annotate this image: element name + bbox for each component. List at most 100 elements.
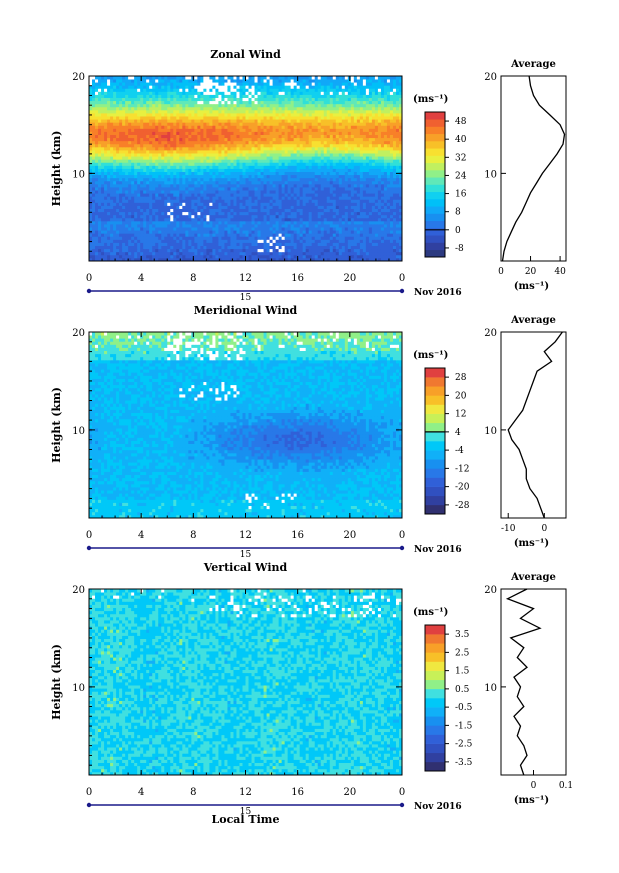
x-tick-label: 16 xyxy=(291,530,304,541)
date-label: Nov 2016 xyxy=(414,288,462,298)
x-tick-label: 0 xyxy=(86,273,92,284)
colorbar-swatch xyxy=(425,478,445,487)
profile-y-tick-label: 20 xyxy=(484,328,497,339)
colorbar-swatch xyxy=(425,163,445,171)
day-bar-end xyxy=(400,803,404,807)
y-axis-label: Height (km) xyxy=(50,387,63,463)
colorbar-tick-label: 3.5 xyxy=(455,630,470,640)
x-tick-label: 0 xyxy=(399,273,405,284)
profile-frame xyxy=(501,332,566,518)
day-label: 15 xyxy=(240,293,252,303)
colorbar-swatch xyxy=(425,192,445,200)
y-tick-label: 10 xyxy=(72,169,85,180)
panel-1: Meridional Wind 0 4 8 12 16 20 0 10 20 Height (km)… xyxy=(50,304,566,560)
colorbar-tick-label: 48 xyxy=(455,117,467,127)
panel-title: Vertical Wind xyxy=(203,561,288,574)
colorbar-tick-label: 0 xyxy=(455,226,461,236)
x-tick-label: 0 xyxy=(399,787,405,798)
panel-title: Zonal Wind xyxy=(210,48,281,61)
y-axis-label: Height (km) xyxy=(50,644,63,720)
colorbar-tick-label: -2.5 xyxy=(455,740,473,750)
wind-figure: Zonal Wind0 4 8 12 16 20 01020Height (km)15 Nov… xyxy=(0,0,619,873)
day-bar-end xyxy=(400,289,404,293)
x-tick-label: 12 xyxy=(239,787,252,798)
colorbar-tick-label: 16 xyxy=(455,190,467,200)
y-axis-label: Height (km) xyxy=(50,131,63,207)
colorbar-swatch xyxy=(425,662,445,671)
colorbar-tick-label: 4 xyxy=(455,428,461,438)
colorbar-swatch xyxy=(425,643,445,652)
colorbar-swatch xyxy=(425,505,445,514)
colorbar-swatch xyxy=(425,119,445,127)
profile-y-tick-label: 20 xyxy=(484,72,497,83)
x-tick-label: 0 xyxy=(86,530,92,541)
x-tick-label: 16 xyxy=(291,787,304,798)
colorbar-swatch xyxy=(425,671,445,680)
colorbar-tick-label: -1.5 xyxy=(455,721,473,731)
colorbar-swatch xyxy=(425,148,445,156)
x-tick-label: 0 xyxy=(399,530,405,541)
colorbar-swatch xyxy=(425,141,445,149)
colorbar-swatch xyxy=(425,450,445,459)
profile-x-tick-label: 20 xyxy=(525,267,537,277)
profile-x-label: (ms⁻¹) xyxy=(514,795,549,806)
day-bar-start xyxy=(87,803,91,807)
y-tick-label: 20 xyxy=(72,72,85,83)
colorbar-swatch xyxy=(425,221,445,229)
y-tick-label: 20 xyxy=(72,328,85,339)
colorbar-tick-label: 32 xyxy=(455,153,466,163)
colorbar-swatch xyxy=(425,762,445,771)
x-tick-label: 8 xyxy=(190,787,196,798)
day-bar-end xyxy=(400,546,404,550)
x-tick-label: 4 xyxy=(138,787,144,798)
heatmap-field xyxy=(89,589,402,775)
profile-y-tick-label: 10 xyxy=(484,426,497,437)
colorbar-swatch xyxy=(425,127,445,135)
colorbar-swatch xyxy=(425,368,445,377)
colorbar-swatch xyxy=(425,487,445,496)
colorbar-tick-label: 28 xyxy=(455,373,467,383)
x-tick-label: 16 xyxy=(291,273,304,284)
colorbar-swatch xyxy=(425,725,445,734)
colorbar-tick-label: 2.5 xyxy=(455,648,470,658)
colorbar-swatch xyxy=(425,199,445,207)
colorbar-unit: (ms⁻¹) xyxy=(413,94,448,105)
colorbar-swatch xyxy=(425,744,445,753)
x-tick-label: 20 xyxy=(343,530,356,541)
profile-title: Average xyxy=(510,572,556,583)
x-tick-label: 4 xyxy=(138,273,144,284)
x-tick-label: 12 xyxy=(239,273,252,284)
profile-y-tick-label: 20 xyxy=(484,585,497,596)
colorbar-unit: (ms⁻¹) xyxy=(413,350,448,361)
colorbar-tick-label: -20 xyxy=(455,483,470,493)
colorbar-swatch xyxy=(425,441,445,450)
colorbar-swatch xyxy=(425,177,445,185)
date-label: Nov 2016 xyxy=(414,802,462,812)
colorbar-swatch xyxy=(425,689,445,698)
colorbar-swatch xyxy=(425,414,445,423)
x-tick-label: 4 xyxy=(138,530,144,541)
colorbar-tick-label: 12 xyxy=(455,410,466,420)
colorbar-swatch xyxy=(425,243,445,251)
colorbar-swatch xyxy=(425,680,445,689)
profile-y-tick-label: 10 xyxy=(484,169,497,180)
colorbar-swatch xyxy=(425,459,445,468)
colorbar-swatch xyxy=(425,185,445,193)
colorbar-swatch xyxy=(425,625,445,634)
colorbar-tick-label: -0.5 xyxy=(455,703,473,713)
x-tick-label: 20 xyxy=(343,273,356,284)
x-tick-label: 8 xyxy=(190,530,196,541)
colorbar-swatch xyxy=(425,395,445,404)
heatmap-field xyxy=(89,332,402,518)
profile-x-tick-label: 0 xyxy=(531,781,537,791)
colorbar-swatch xyxy=(425,250,445,258)
colorbar-swatch xyxy=(425,468,445,477)
panel-title: Meridional Wind xyxy=(194,304,298,317)
colorbar-tick-label: -12 xyxy=(455,464,470,474)
colorbar-tick-label: 40 xyxy=(455,135,467,145)
x-tick-label: 20 xyxy=(343,787,356,798)
colorbar-tick-label: 8 xyxy=(455,208,461,218)
